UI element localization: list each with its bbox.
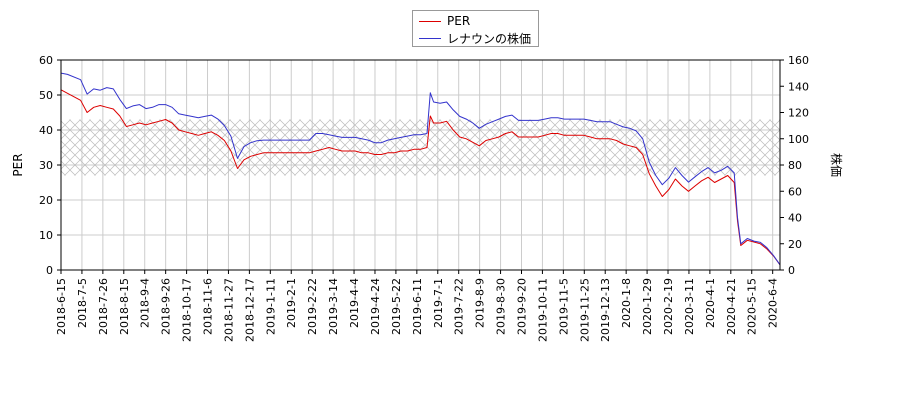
left-tick-label: 50 (39, 89, 53, 102)
x-tick-label: 2020-1-8 (620, 278, 633, 328)
x-tick-label: 2019-7-1 (432, 278, 445, 328)
x-tick-label: 2018-8-15 (118, 278, 131, 335)
x-tick-label: 2019-4-24 (369, 278, 382, 335)
right-y-axis-ticks: 0 20 40 60 80 100 120 140 160 (780, 54, 809, 277)
legend-item-stock-price: レナウンの株価 (419, 30, 531, 46)
series-line-stock-price (61, 72, 780, 266)
x-tick-label: 2018-9-26 (160, 278, 173, 335)
x-tick-label: 2019-4-4 (348, 278, 361, 328)
x-tick-label: 2019-9-20 (515, 278, 528, 335)
typical-per-band (61, 119, 780, 176)
left-tick-label: 30 (39, 159, 53, 172)
x-tick-label: 2020-1-29 (641, 278, 654, 335)
right-tick-label: 60 (788, 185, 802, 198)
x-tick-label: 2018-7-26 (97, 278, 110, 335)
x-tick-label: 2019-10-11 (536, 278, 549, 342)
x-tick-label: 2018-7-5 (76, 278, 89, 328)
x-tick-label: 2018-11-27 (222, 278, 235, 342)
x-tick-label: 2018-6-15 (55, 278, 68, 335)
x-tick-label: 2019-8-30 (495, 278, 508, 335)
legend-label-stock-price: レナウンの株価 (447, 31, 532, 46)
right-y-axis-label: 株価 (829, 153, 844, 177)
x-tick-label: 2018-9-4 (139, 278, 152, 328)
x-tick-label: 2019-2-1 (285, 278, 298, 328)
right-tick-label: 160 (788, 54, 809, 67)
legend-swatch-per (419, 20, 441, 22)
right-tick-label: 80 (788, 159, 802, 172)
right-tick-label: 20 (788, 238, 802, 251)
right-tick-label: 140 (788, 80, 809, 93)
x-tick-label: 2020-3-11 (683, 278, 696, 335)
right-tick-label: 0 (788, 264, 795, 277)
x-tick-label: 2019-8-9 (474, 278, 487, 328)
x-tick-label: 2019-6-11 (411, 278, 424, 335)
x-tick-label: 2020-2-19 (662, 278, 675, 335)
x-tick-label: 2018-12-17 (243, 278, 256, 342)
x-axis-ticks: 2018-6-15 2018-7-5 2018-7-26 2018-8-15 2018-… (55, 270, 780, 342)
left-tick-label: 20 (39, 194, 53, 207)
chart-legend: PER レナウンの株価 (412, 10, 539, 47)
x-tick-label: 2020-5-15 (746, 278, 759, 335)
left-tick-label: 60 (39, 54, 53, 67)
x-tick-label: 2019-11-5 (557, 278, 570, 335)
legend-label-per: PER (447, 14, 471, 28)
x-tick-label: 2020-4-1 (704, 278, 717, 328)
left-y-axis-label: PER (11, 153, 25, 176)
x-tick-label: 2019-5-22 (390, 278, 403, 335)
x-tick-label: 2019-2-22 (306, 278, 319, 335)
right-tick-label: 40 (788, 212, 802, 225)
x-tick-label: 2019-11-25 (578, 278, 591, 342)
left-tick-label: 0 (46, 264, 53, 277)
x-tick-label: 2019-7-22 (453, 278, 466, 335)
right-tick-label: 120 (788, 107, 809, 120)
series-line-per (61, 89, 780, 266)
left-tick-label: 40 (39, 124, 53, 137)
x-tick-label: 2020-6-4 (767, 278, 780, 328)
x-tick-label: 2019-3-14 (327, 278, 340, 335)
x-tick-label: 2018-11-6 (202, 278, 215, 335)
right-tick-label: 100 (788, 133, 809, 146)
legend-item-per: PER (419, 13, 470, 29)
series-lines (61, 72, 780, 266)
x-tick-label: 2019-12-13 (599, 278, 612, 342)
left-tick-label: 10 (39, 229, 53, 242)
x-tick-label: 2019-1-11 (264, 278, 277, 335)
x-tick-label: 2018-10-17 (181, 278, 194, 342)
x-tick-label: 2020-4-21 (725, 278, 738, 335)
legend-swatch-stock-price (419, 37, 441, 39)
left-y-axis-ticks: 0 10 20 30 40 50 60 (39, 54, 61, 277)
